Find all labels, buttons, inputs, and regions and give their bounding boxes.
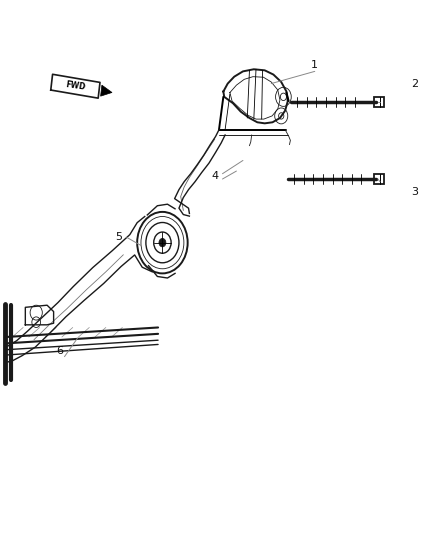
Text: FWD: FWD [65, 80, 86, 92]
Text: 5: 5 [115, 232, 122, 243]
Bar [374, 97, 384, 108]
Polygon shape [101, 85, 112, 96]
Circle shape [159, 238, 166, 247]
Text: 4: 4 [211, 172, 218, 181]
Text: 2: 2 [411, 78, 418, 88]
Text: 6: 6 [57, 346, 64, 357]
Bar [374, 174, 384, 184]
Text: 3: 3 [411, 187, 418, 197]
Text: 1: 1 [311, 60, 318, 70]
